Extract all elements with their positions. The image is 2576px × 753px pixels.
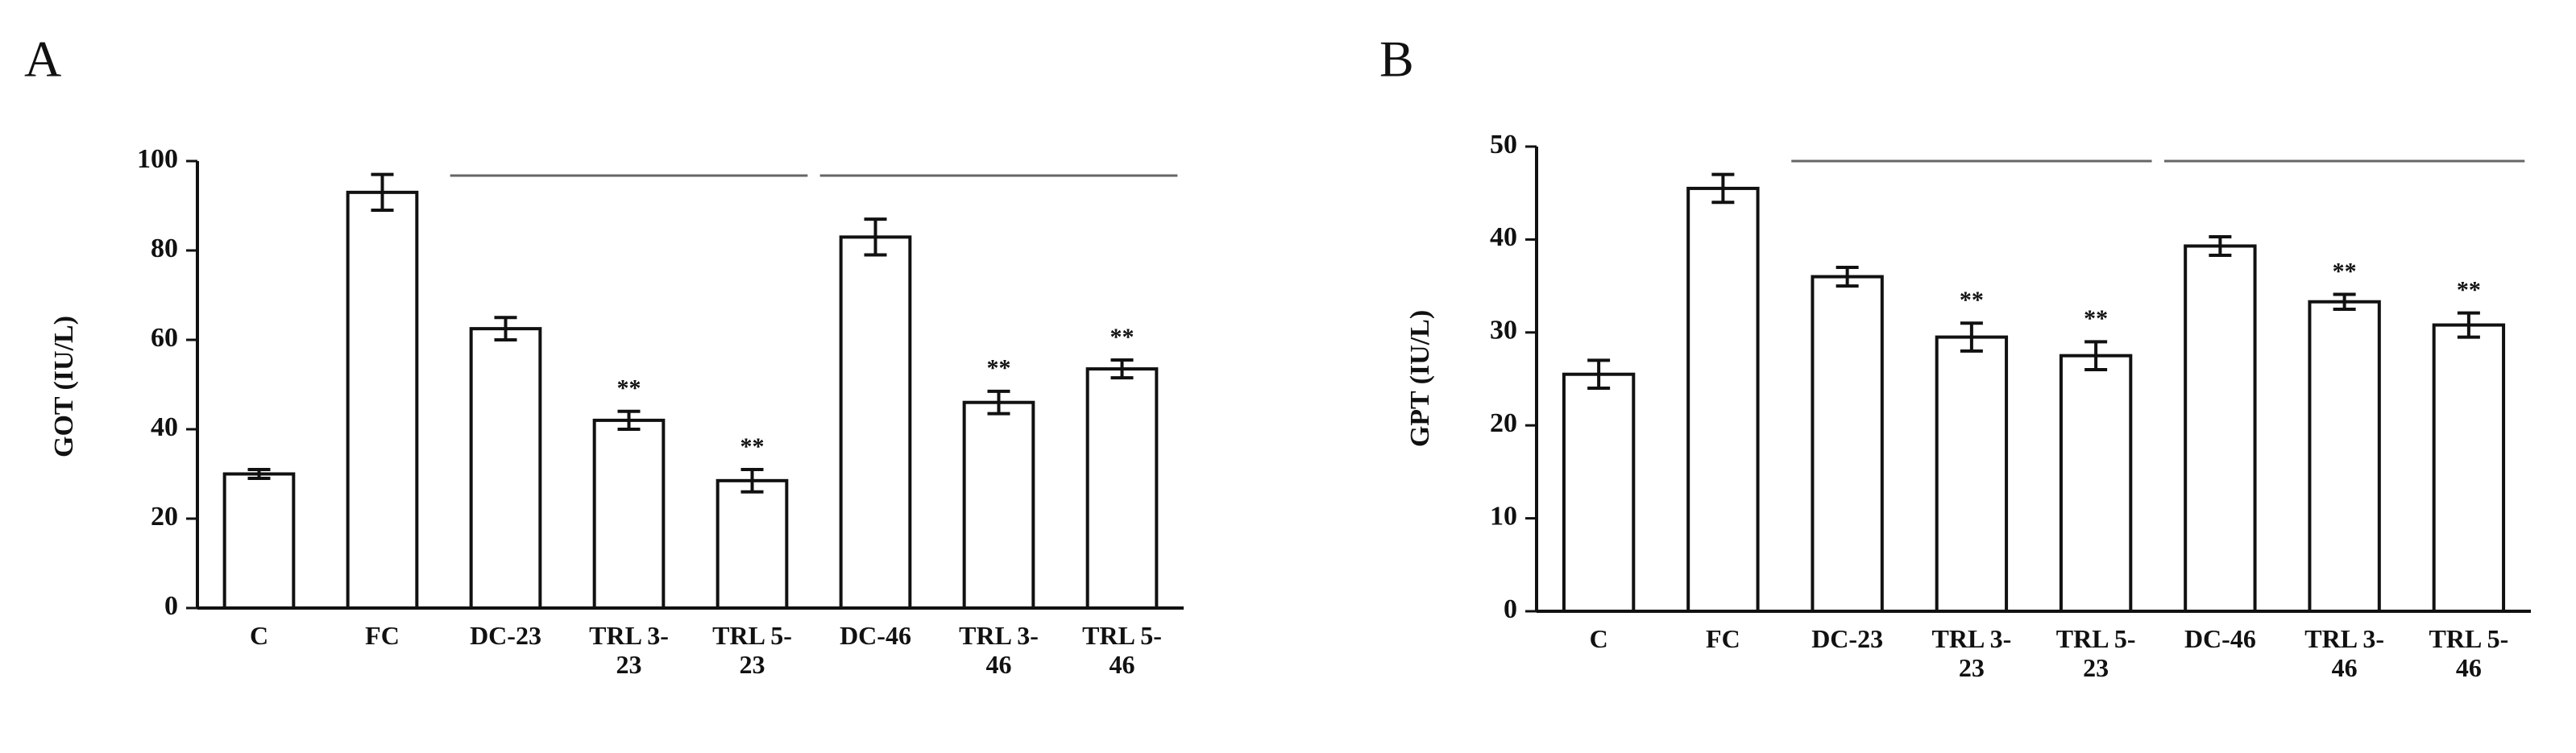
- x-tick-label: DC-23: [470, 621, 541, 650]
- x-tick-label: DC-46: [2184, 624, 2256, 653]
- error-bar: [2457, 311, 2480, 339]
- bar: [346, 190, 419, 610]
- significance-label: **: [617, 375, 641, 402]
- bar: [1686, 186, 1760, 613]
- error-bar: [2209, 234, 2232, 258]
- bar: [1811, 275, 1884, 613]
- error-bar: [494, 316, 517, 341]
- y-tick-label: 80: [151, 234, 178, 263]
- error-bar: [864, 217, 887, 257]
- x-tick-label: TRL 5-23: [2055, 624, 2136, 682]
- significance-label: **: [2333, 258, 2357, 284]
- y-tick-label: 20: [151, 502, 178, 532]
- x-tick-label: FC: [1706, 624, 1740, 653]
- error-bar: [1711, 172, 1735, 205]
- x-tick-label: DC-46: [840, 621, 911, 650]
- y-tick-label: 30: [1490, 316, 1517, 345]
- y-tick-label: 50: [1490, 130, 1517, 159]
- y-tick-label: 40: [151, 412, 178, 442]
- significance-label: **: [740, 433, 765, 460]
- bar: [962, 400, 1035, 610]
- error-bar: [1836, 266, 1859, 288]
- error-bar: [247, 467, 271, 481]
- x-tick-label: FC: [365, 621, 400, 650]
- x-tick-label: TRL 5-46: [2429, 624, 2509, 682]
- error-bar: [1960, 321, 1983, 353]
- y-axis-label: GOT (IU/L): [49, 316, 79, 457]
- error-bar: [617, 409, 641, 431]
- significance-label: **: [1110, 324, 1135, 350]
- x-tick-label: TRL 3-23: [589, 621, 669, 679]
- x-tick-label: TRL 3-23: [1931, 624, 2012, 682]
- bar: [469, 327, 542, 610]
- error-bar: [2084, 340, 2108, 371]
- significance-label: **: [1960, 287, 1984, 313]
- x-tick-label: C: [1589, 624, 1608, 653]
- bar: [1935, 335, 2009, 613]
- significance-label: **: [987, 355, 1011, 382]
- x-tick-label: TRL 5-46: [1082, 621, 1162, 679]
- x-tick-label: TRL 3-46: [2304, 624, 2384, 682]
- error-bar: [2333, 292, 2356, 311]
- error-bar: [987, 389, 1010, 416]
- error-bar: [1110, 358, 1134, 380]
- bar: [839, 235, 912, 610]
- bar: [2059, 354, 2133, 613]
- x-tick-label: C: [249, 621, 269, 650]
- bar: [2184, 244, 2257, 613]
- y-tick-label: 0: [1504, 594, 1517, 624]
- bar: [2432, 323, 2506, 613]
- bar: [222, 472, 296, 610]
- y-tick-label: 0: [164, 591, 178, 621]
- y-tick-label: 20: [1490, 408, 1517, 438]
- y-tick-label: 100: [137, 144, 178, 174]
- x-tick-label: TRL 3-46: [959, 621, 1039, 679]
- bar: [592, 418, 666, 610]
- panel-label: A: [24, 31, 61, 88]
- significance-label: **: [2457, 276, 2481, 303]
- x-tick-label: DC-23: [1811, 624, 1884, 653]
- bar: [2308, 300, 2381, 613]
- bar: [1085, 367, 1159, 610]
- x-tick-label: TRL 5-23: [712, 621, 792, 679]
- y-tick-label: 40: [1490, 222, 1517, 252]
- y-tick-label: 60: [151, 323, 178, 353]
- error-bar: [371, 172, 394, 213]
- error-bar: [740, 467, 764, 494]
- y-axis-label: GPT (IU/L): [1405, 310, 1435, 447]
- panel-label: B: [1379, 31, 1414, 88]
- bar: [1562, 372, 1636, 613]
- y-tick-label: 10: [1490, 501, 1517, 531]
- error-bar: [1587, 358, 1611, 391]
- significance-label: **: [2084, 305, 2108, 332]
- bar: [716, 478, 789, 610]
